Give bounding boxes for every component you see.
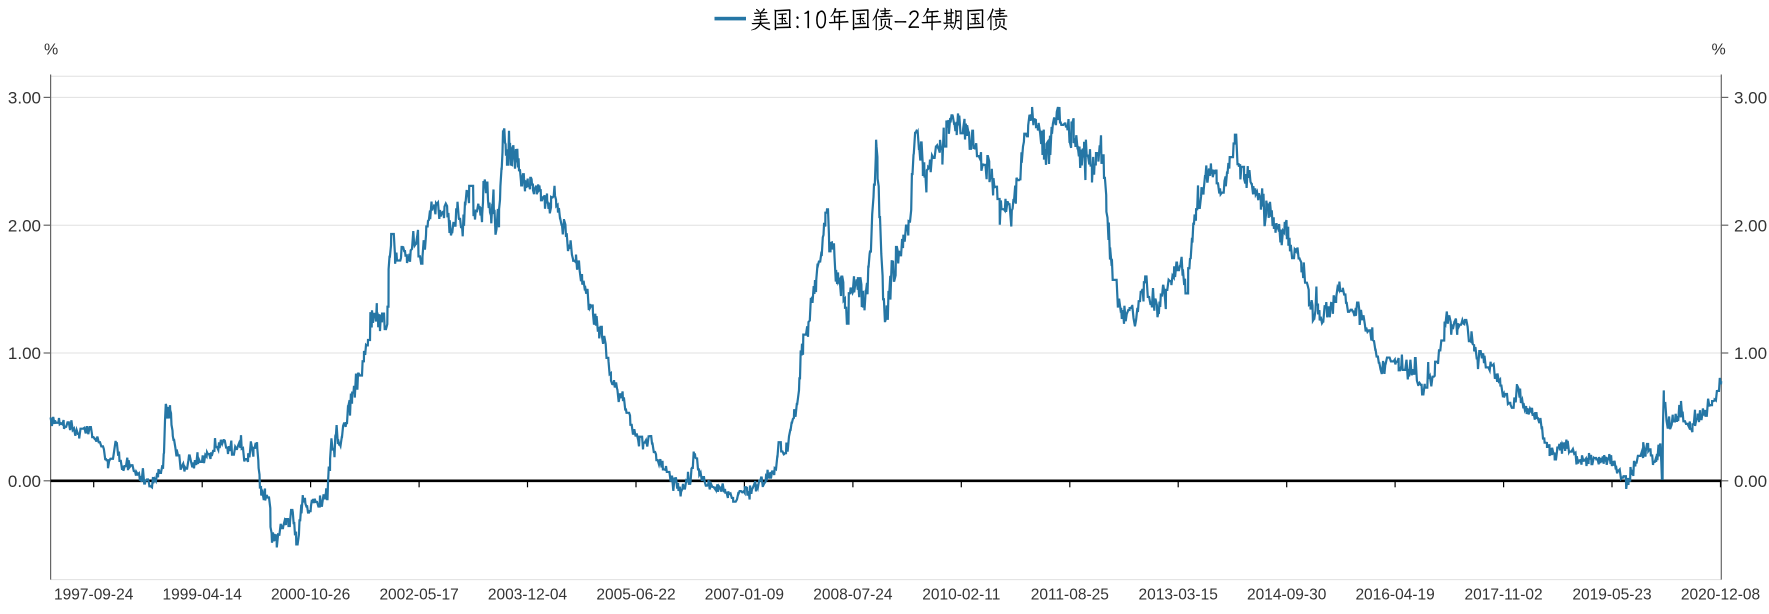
- svg-text:2.00: 2.00: [1734, 216, 1767, 235]
- svg-text:2007-01-09: 2007-01-09: [705, 587, 784, 604]
- svg-text:1.00: 1.00: [8, 344, 41, 363]
- svg-text:0.00: 0.00: [1734, 472, 1767, 491]
- svg-text:2014-09-30: 2014-09-30: [1247, 587, 1327, 604]
- svg-text:2008-07-24: 2008-07-24: [813, 587, 893, 604]
- svg-text:2011-08-25: 2011-08-25: [1031, 587, 1109, 604]
- svg-text:0.00: 0.00: [8, 472, 41, 491]
- svg-text:2010-02-11: 2010-02-11: [922, 587, 1000, 604]
- svg-text:2017-11-02: 2017-11-02: [1465, 587, 1543, 604]
- svg-text:2000-10-26: 2000-10-26: [271, 587, 350, 604]
- svg-text:3.00: 3.00: [1734, 89, 1767, 108]
- svg-text:2005-06-22: 2005-06-22: [596, 587, 675, 604]
- svg-text:3.00: 3.00: [8, 89, 41, 108]
- svg-text:2019-05-23: 2019-05-23: [1572, 587, 1651, 604]
- svg-text:2013-03-15: 2013-03-15: [1139, 587, 1218, 604]
- svg-text:2.00: 2.00: [8, 216, 41, 235]
- svg-text:2016-04-19: 2016-04-19: [1355, 587, 1434, 604]
- svg-text:1999-04-14: 1999-04-14: [163, 587, 243, 604]
- svg-text:2003-12-04: 2003-12-04: [488, 587, 568, 604]
- svg-text:%: %: [44, 42, 58, 59]
- svg-text:2020-12-08: 2020-12-08: [1681, 587, 1760, 604]
- svg-text:1.00: 1.00: [1734, 344, 1767, 363]
- svg-text:%: %: [1712, 42, 1726, 59]
- svg-text:2002-05-17: 2002-05-17: [379, 587, 458, 604]
- svg-text:1997-09-24: 1997-09-24: [54, 587, 134, 604]
